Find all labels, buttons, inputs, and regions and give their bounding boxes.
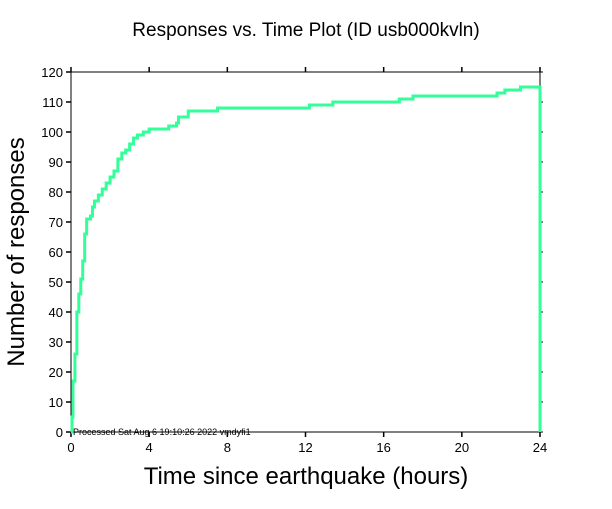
x-tick-label: 8 [224,440,231,455]
y-tick-label: 120 [41,65,63,80]
x-axis-label: Time since earthquake (hours) [144,463,469,490]
plot-frame [70,71,541,433]
y-tick-label: 10 [49,395,63,410]
y-tick-label: 50 [49,275,63,290]
y-tick-label: 70 [49,215,63,230]
y-tick-label: 30 [49,335,63,350]
processed-annotation: Processed Sat Aug 6 19:10:26 2022 vmdyfi… [73,427,251,437]
y-tick-label: 100 [41,125,63,140]
chart-title: Responses vs. Time Plot (ID usb000kvln) [132,20,479,41]
x-tick-label: 12 [298,440,312,455]
y-tick-label: 0 [56,425,63,440]
y-axis-label: Number of responses [3,137,30,366]
y-tick-label: 110 [42,95,63,110]
x-tick-label: 4 [146,440,153,455]
y-tick-label: 20 [49,365,63,380]
y-tick-label: 60 [49,245,63,260]
x-tick-label: 24 [533,440,547,455]
x-tick-label: 20 [455,440,469,455]
x-tick-label: 16 [376,440,390,455]
y-tick-label: 40 [49,305,63,320]
y-tick-label: 90 [49,155,63,170]
x-tick-label: 0 [67,440,74,455]
responses-step-line [70,85,542,434]
y-tick-label: 80 [49,185,63,200]
